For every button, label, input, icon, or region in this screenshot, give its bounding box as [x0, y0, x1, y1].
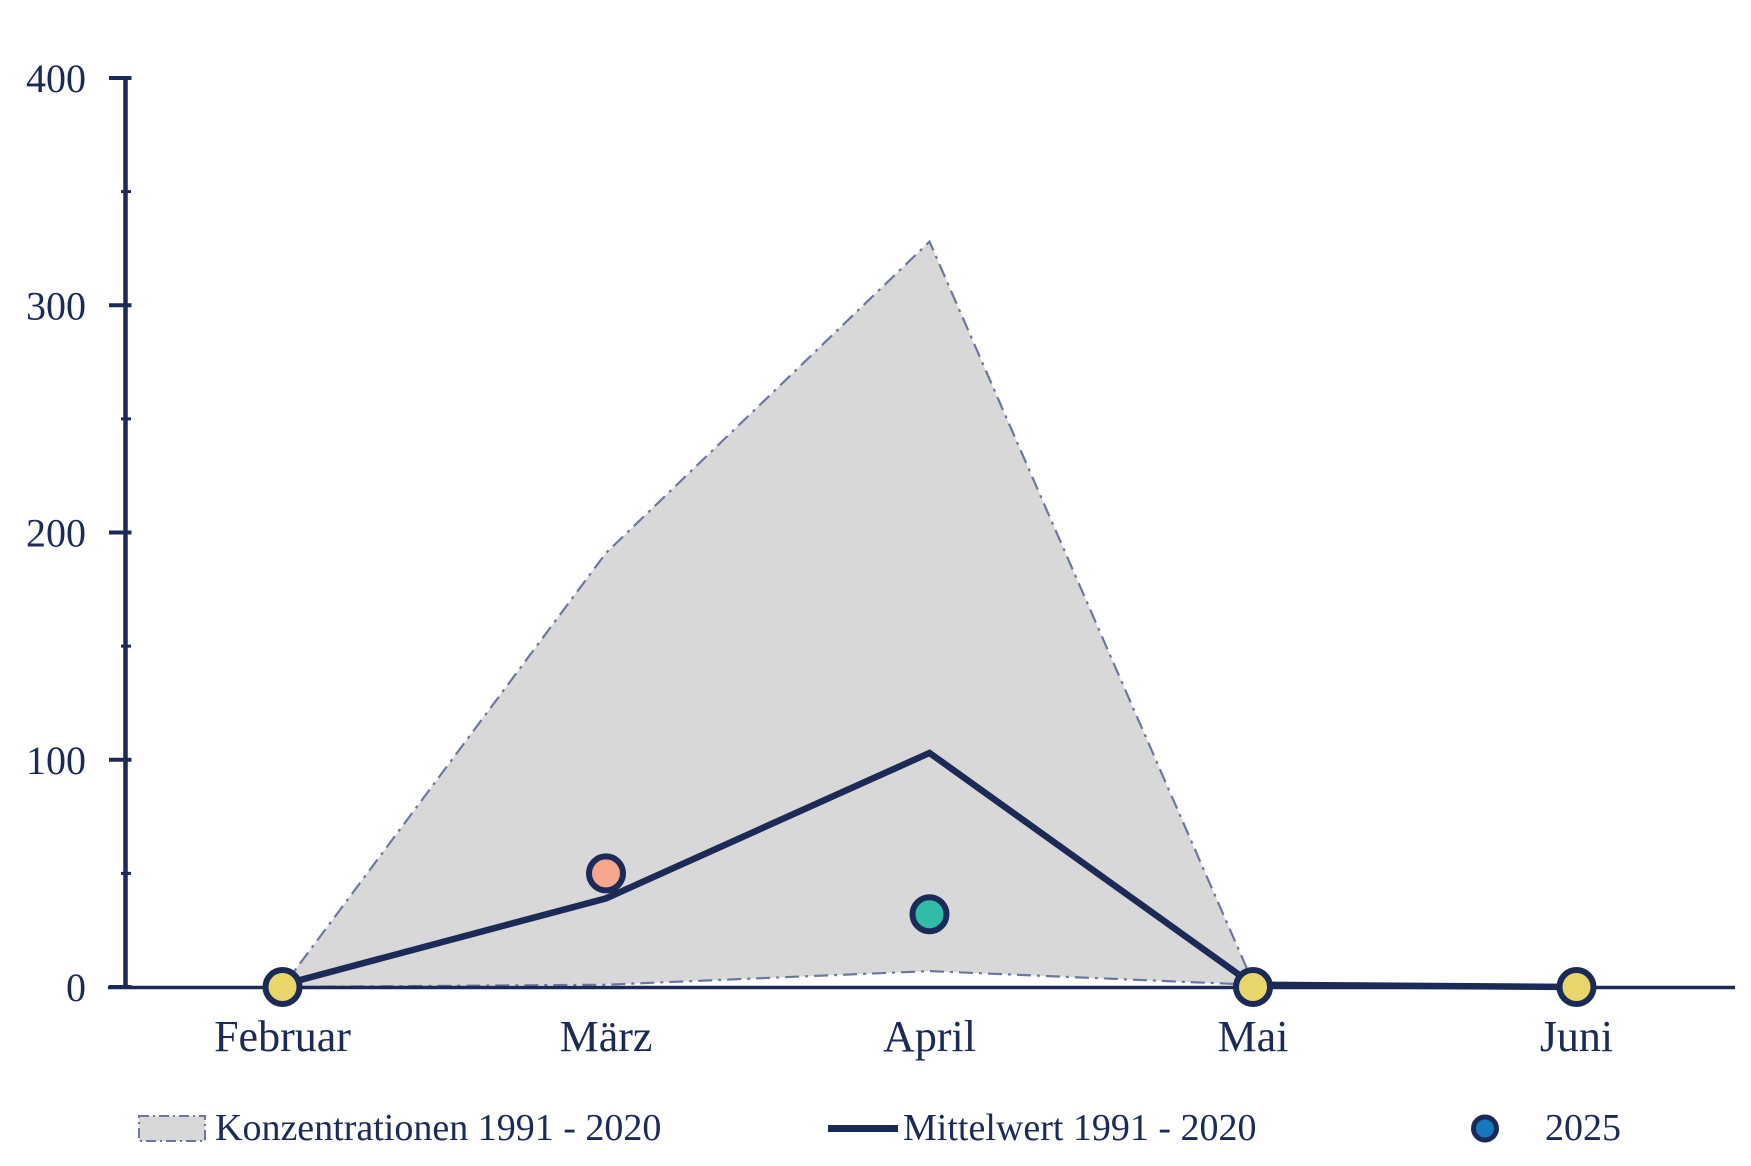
y-tick-label: 300 — [26, 283, 86, 328]
dot-swatch-icon — [1470, 1113, 1500, 1144]
legend-label-2025: 2025 — [1545, 1107, 1621, 1149]
data-point-april — [909, 894, 950, 935]
x-axis-label-februar: Februar — [214, 1012, 351, 1061]
x-axis-label-april: April — [883, 1012, 976, 1061]
data-point-juni — [1556, 967, 1597, 1007]
chart-legend: Konzentrationen 1991 - 2020 Mittelwert 1… — [0, 1101, 1751, 1155]
legend-item-konzentrationen: Konzentrationen 1991 - 2020 — [137, 1101, 661, 1155]
y-tick-label: 0 — [66, 965, 86, 1010]
x-axis-label-mai: Mai — [1218, 1012, 1289, 1061]
data-point-mrz — [586, 853, 626, 894]
band-area — [282, 241, 1577, 987]
x-axis-label-mrz: März — [560, 1012, 653, 1061]
line-swatch-icon — [827, 1113, 899, 1144]
mean-line — [281, 749, 1577, 991]
band-swatch-icon — [137, 1113, 207, 1144]
data-point-februar — [262, 967, 303, 1007]
y-tick-label: 100 — [26, 738, 86, 783]
legend-label-konzentrationen: Konzentrationen 1991 - 2020 — [215, 1107, 662, 1149]
y-tick-label: 400 — [26, 56, 86, 101]
legend-item-2025: 2025 — [1470, 1101, 1621, 1155]
data-point-mai — [1233, 967, 1273, 1007]
legend-label-mittelwert: Mittelwert 1991 - 2020 — [903, 1107, 1257, 1149]
x-axis-label-juni: Juni — [1540, 1012, 1613, 1061]
legend-item-mittelwert: Mittelwert 1991 - 2020 — [827, 1101, 1257, 1155]
y-tick-label: 200 — [26, 511, 86, 556]
